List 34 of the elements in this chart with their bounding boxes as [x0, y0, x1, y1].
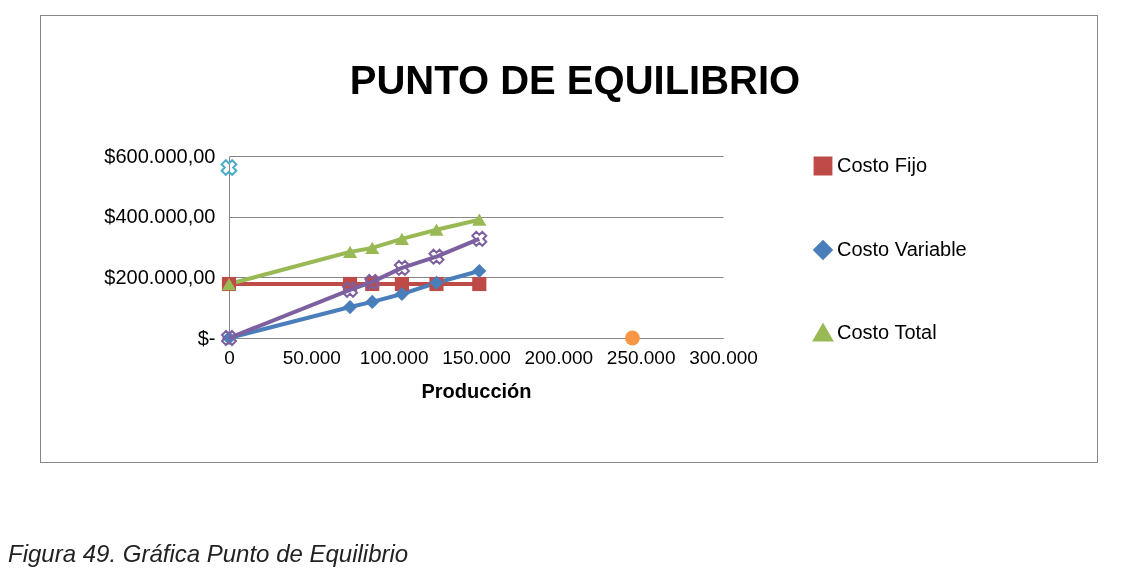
point	[342, 245, 358, 258]
x-axis-title: Producción	[421, 379, 532, 402]
point	[471, 230, 488, 247]
chart-title: PUNTO DE EQUILIBRIO	[349, 58, 801, 102]
y-tick-label: $400.000,00	[104, 205, 216, 228]
x-tick-label: 0	[224, 346, 235, 368]
point	[472, 263, 487, 279]
point	[428, 248, 445, 265]
y-tick-label: $200.000,00	[104, 265, 216, 288]
point	[625, 330, 640, 346]
point	[394, 232, 409, 245]
x-tick-label: 250.000	[606, 346, 676, 368]
point	[342, 281, 359, 298]
point	[393, 259, 410, 276]
legend-label: Costo Total	[837, 321, 937, 343]
y-tick-label: $600.000,00	[104, 144, 216, 167]
point	[220, 159, 238, 176]
point	[472, 213, 487, 226]
point	[472, 276, 487, 292]
point	[394, 286, 409, 302]
x-tick-label: 150.000	[442, 346, 511, 368]
x-tick-label: 200.000	[524, 346, 594, 368]
point	[394, 276, 409, 292]
legend-label: Costo Variable	[837, 238, 967, 260]
text: Figura 49. Gráfica Punto de Equilibrio	[8, 540, 409, 568]
x-tick-label: 50.000	[282, 346, 341, 368]
x-tick-label: 100.000	[359, 346, 429, 368]
point	[429, 223, 444, 236]
legend-label: Costo Fijo	[837, 154, 928, 176]
y-tick-label: $-	[197, 326, 216, 349]
point	[365, 294, 380, 309]
x-tick-label: 300.000	[689, 346, 758, 368]
point	[365, 241, 380, 255]
point	[342, 299, 358, 315]
